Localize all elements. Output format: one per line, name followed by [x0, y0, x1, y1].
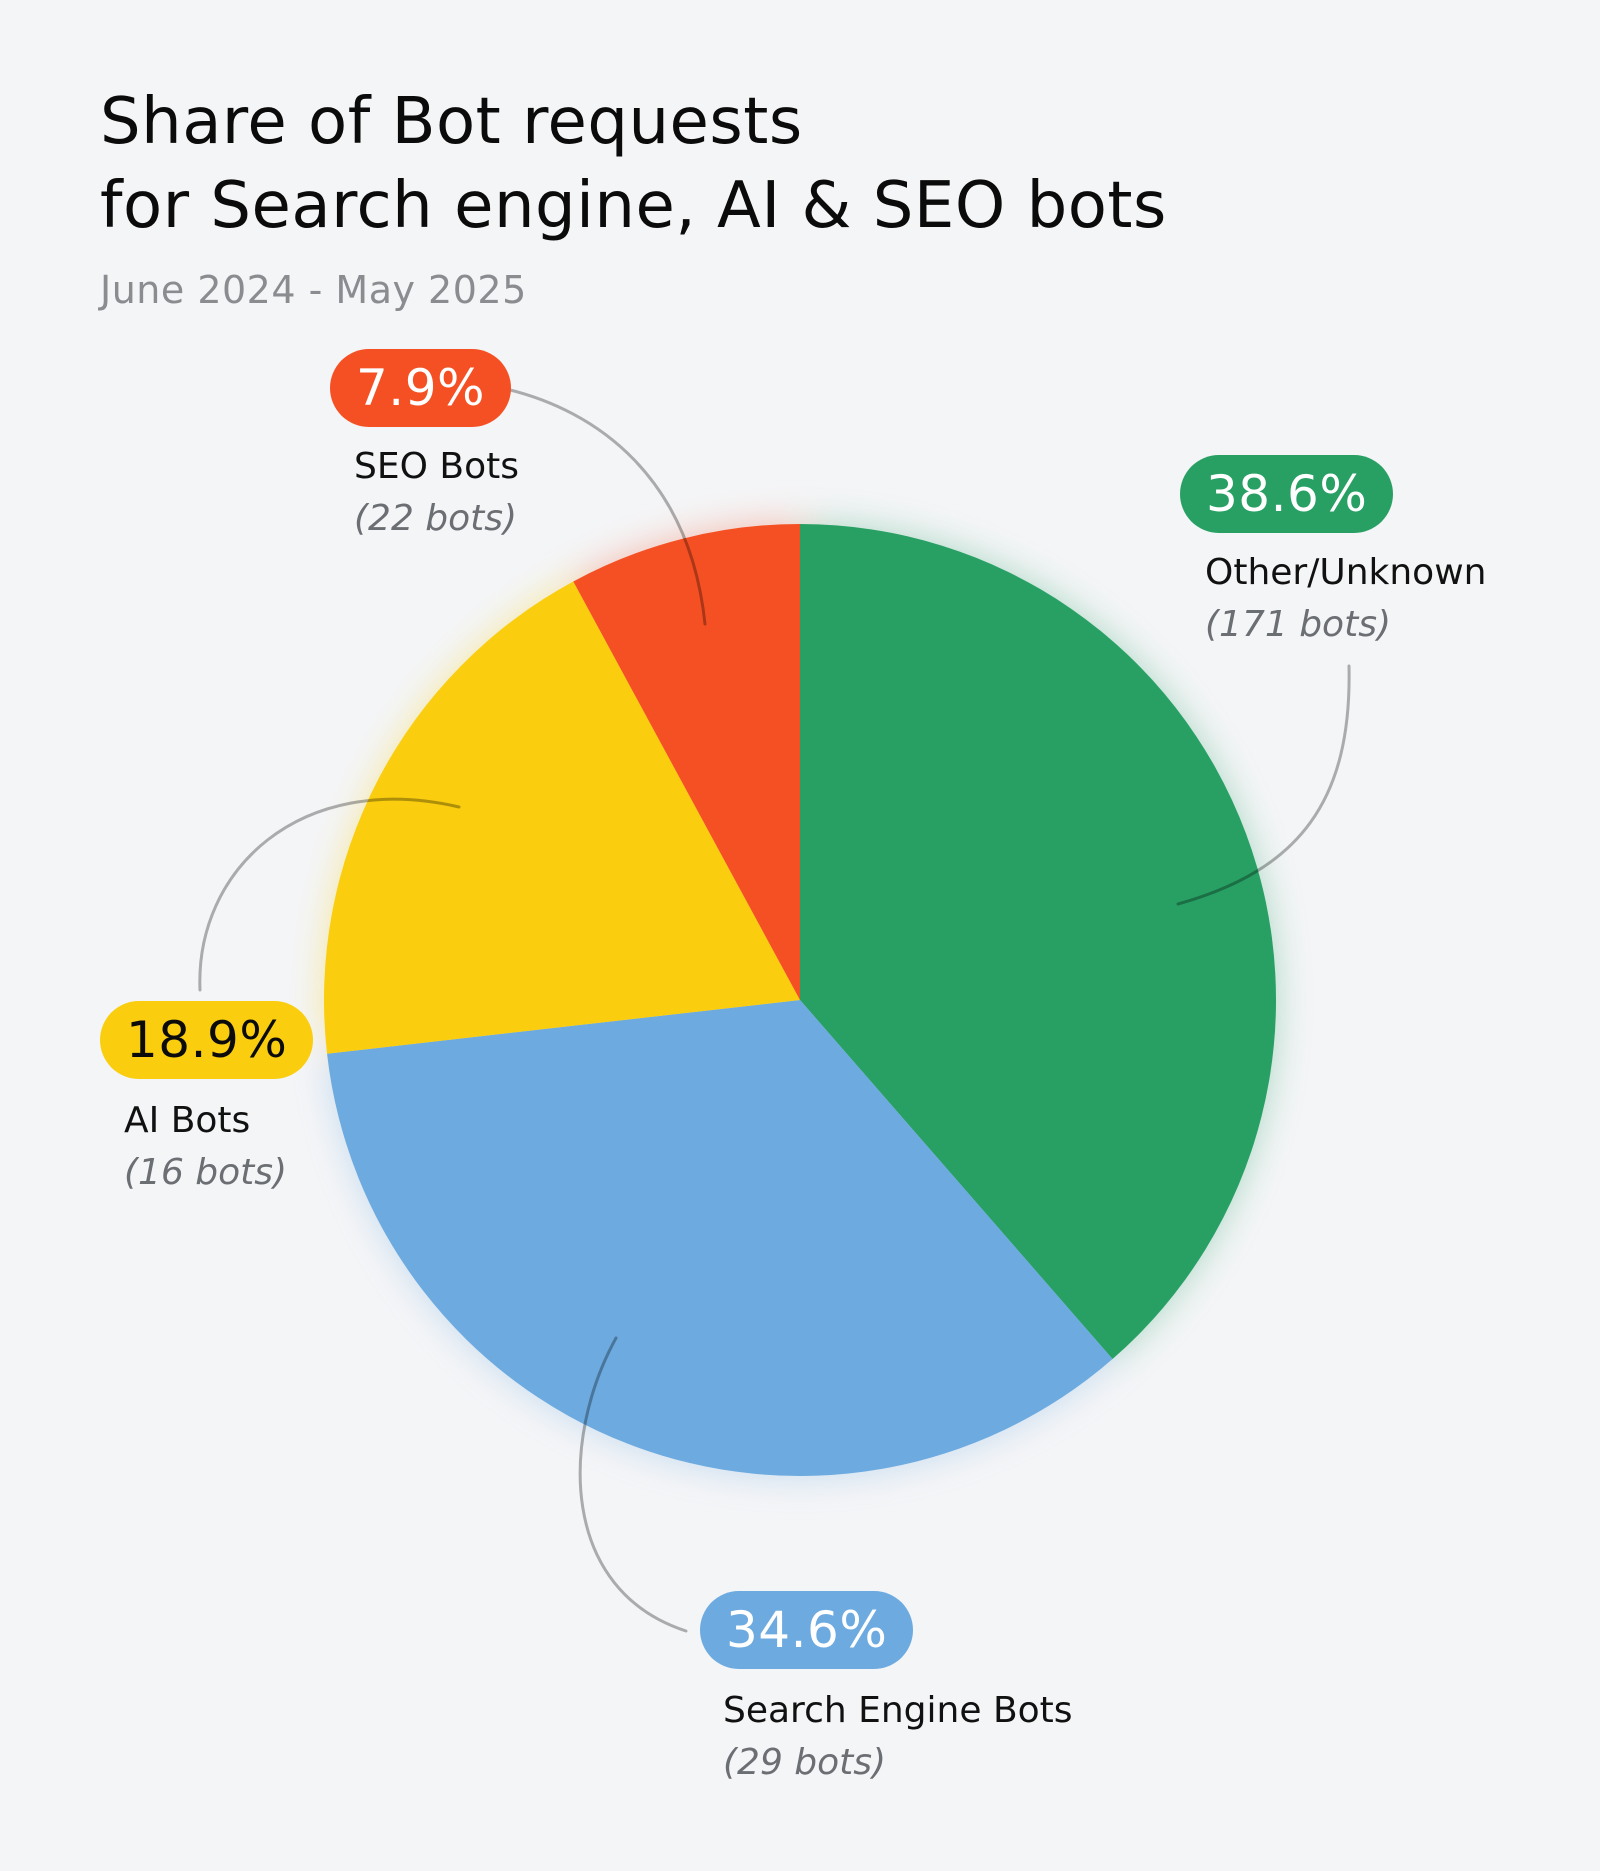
chart-title: Share of Bot requests for Search engine,…: [100, 80, 1167, 248]
leader-line-ai: [198, 797, 461, 992]
count-other: (171 bots): [1205, 604, 1391, 645]
pie-slice-other: [800, 524, 1276, 1360]
title-line-1: Share of Bot requests: [100, 85, 803, 159]
pct-badge-seo: 7.9%: [330, 349, 512, 427]
leader-line-other: [1176, 664, 1351, 906]
leader-line-seo: [500, 386, 707, 626]
label-search: Search Engine Bots: [723, 1690, 1073, 1731]
label-ai: AI Bots: [124, 1100, 251, 1141]
pie-slice-ai: [324, 581, 800, 1054]
pct-badge-ai: 18.9%: [100, 1001, 314, 1079]
leader-line-search: [578, 1336, 688, 1633]
title-line-2: for Search engine, AI & SEO bots: [100, 169, 1167, 243]
label-other: Other/Unknown: [1205, 552, 1487, 593]
pie-slice-seo: [573, 524, 800, 1000]
count-search: (29 bots): [723, 1742, 887, 1783]
chart-subtitle: June 2024 - May 2025: [100, 268, 527, 312]
count-ai: (16 bots): [124, 1152, 288, 1193]
pct-badge-other: 38.6%: [1180, 455, 1394, 533]
count-seo: (22 bots): [354, 498, 518, 539]
pie-slice-search: [327, 1000, 1113, 1476]
pct-badge-search: 34.6%: [700, 1591, 914, 1669]
label-seo: SEO Bots: [354, 446, 519, 487]
